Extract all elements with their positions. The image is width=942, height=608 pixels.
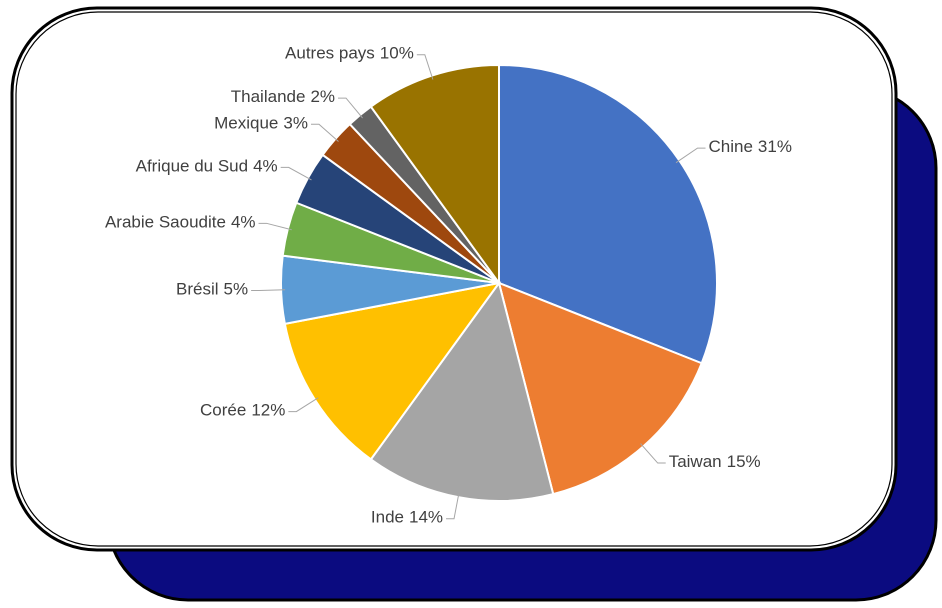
category-label: Taiwan (669, 453, 722, 472)
value-label: 4% (253, 157, 278, 176)
slice-label: Autres pays 10% (285, 44, 414, 63)
leader-line (416, 54, 434, 80)
value-label: 10% (380, 44, 414, 63)
value-label: 5% (224, 280, 249, 299)
category-label: Inde (371, 508, 404, 527)
value-label: 4% (231, 213, 256, 232)
category-label: Thailande (231, 88, 306, 107)
slice-label: Corée 12% (200, 401, 285, 420)
value-label: 31% (758, 138, 792, 157)
value-label: 2% (310, 88, 335, 107)
leader-line (251, 289, 286, 292)
leader-line (675, 147, 706, 164)
slice-label: Taiwan 15% (669, 453, 761, 472)
category-label: Brésil (176, 280, 219, 299)
leader-line (338, 97, 363, 119)
leader-line (446, 493, 460, 520)
value-label: 15% (727, 453, 761, 472)
leader-line (288, 397, 319, 413)
category-label: Autres pays (285, 44, 375, 63)
slice-label: Arabie Saoudite 4% (105, 213, 256, 232)
category-label: Corée (200, 401, 246, 420)
slice-label: Chine 31% (708, 138, 791, 157)
slice-label: Thailande 2% (231, 88, 335, 107)
leader-line (258, 222, 292, 231)
leader-line (280, 166, 312, 181)
pie: Chine 31% Taiwan 15% Inde 14% Corée 12% Brésil 5%… (105, 44, 792, 527)
value-label: 14% (409, 508, 443, 527)
category-label: Chine (708, 138, 752, 157)
slice-label: Afrique du Sud 4% (136, 157, 278, 176)
category-label: Afrique du Sud (136, 157, 248, 176)
slice-label: Mexique 3% (214, 114, 308, 133)
slice-label: Brésil 5% (176, 280, 248, 299)
slice-label: Inde 14% (371, 508, 443, 527)
leader-line (310, 123, 339, 142)
value-label: 3% (283, 114, 308, 133)
card-sketch (15, 11, 893, 547)
leader-line (640, 443, 666, 464)
category-label: Mexique (214, 114, 278, 133)
category-label: Arabie Saoudite (105, 213, 226, 232)
value-label: 12% (251, 401, 285, 420)
